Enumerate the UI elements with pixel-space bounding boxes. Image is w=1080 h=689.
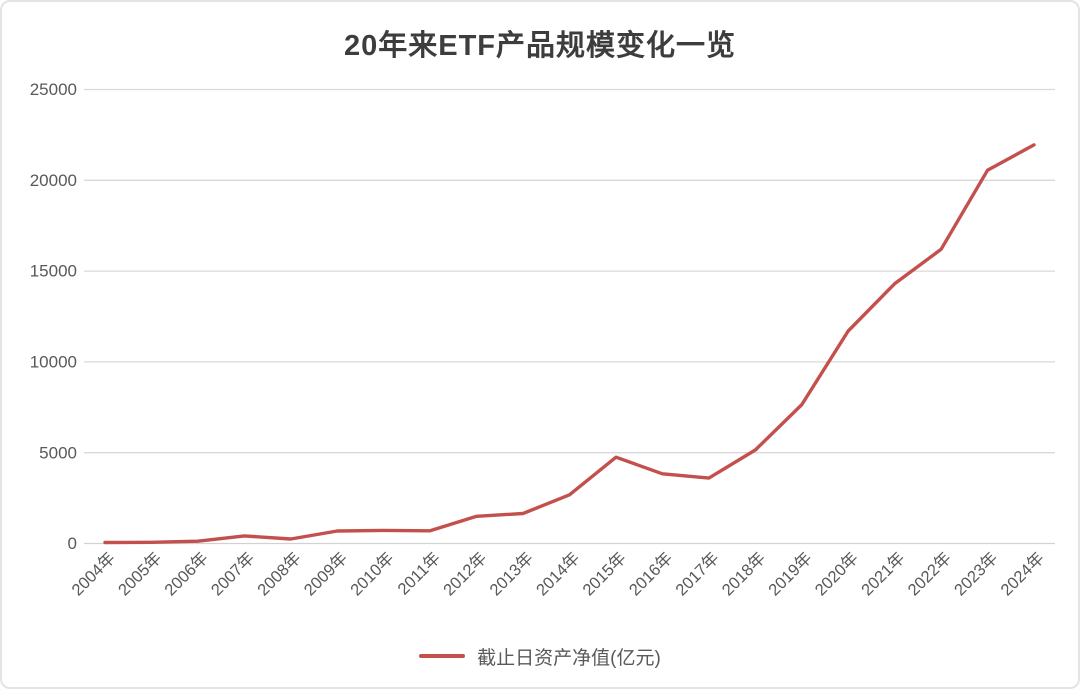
y-tick-label: 5000 <box>39 443 77 462</box>
legend: 截止日资产净值(亿元) <box>2 640 1078 672</box>
x-tick-label: 2010年 <box>346 548 397 599</box>
x-tick-label: 2020年 <box>811 548 862 599</box>
y-tick-label: 0 <box>68 534 77 553</box>
x-tick-label: 2009年 <box>300 548 351 599</box>
x-tick-label: 2014年 <box>532 548 583 599</box>
x-tick-label: 2024年 <box>997 548 1048 599</box>
x-tick-label: 2006年 <box>161 548 212 599</box>
x-tick-label: 2018年 <box>718 548 769 599</box>
x-tick-label: 2007年 <box>207 548 258 599</box>
x-tick-label: 2011年 <box>394 548 444 598</box>
series-line <box>103 143 1036 545</box>
y-tick-label: 20000 <box>30 171 77 190</box>
x-tick-label: 2004年 <box>68 548 119 599</box>
y-tick-label: 25000 <box>30 80 77 99</box>
y-tick-label: 15000 <box>30 262 77 281</box>
legend-series-label: 截止日资产净值(亿元) <box>477 647 661 669</box>
x-tick-label: 2013年 <box>486 548 537 599</box>
x-tick-label: 2017年 <box>672 548 723 599</box>
y-tick-label: 10000 <box>30 353 77 372</box>
x-tick-label: 2012年 <box>439 548 490 599</box>
x-tick-label: 2022年 <box>904 548 955 599</box>
x-tick-label: 2015年 <box>579 548 630 599</box>
x-tick-label: 2021年 <box>857 548 908 599</box>
x-tick-label: 2005年 <box>114 548 165 599</box>
x-tick-label: 2023年 <box>950 548 1001 599</box>
x-tick-label: 2019年 <box>765 548 816 599</box>
chart-title: 20年来ETF产品规模变化一览 <box>343 30 737 62</box>
x-tick-label: 2008年 <box>254 548 305 599</box>
legend-line-swatch <box>419 654 466 658</box>
x-tick-label: 2016年 <box>625 548 676 599</box>
